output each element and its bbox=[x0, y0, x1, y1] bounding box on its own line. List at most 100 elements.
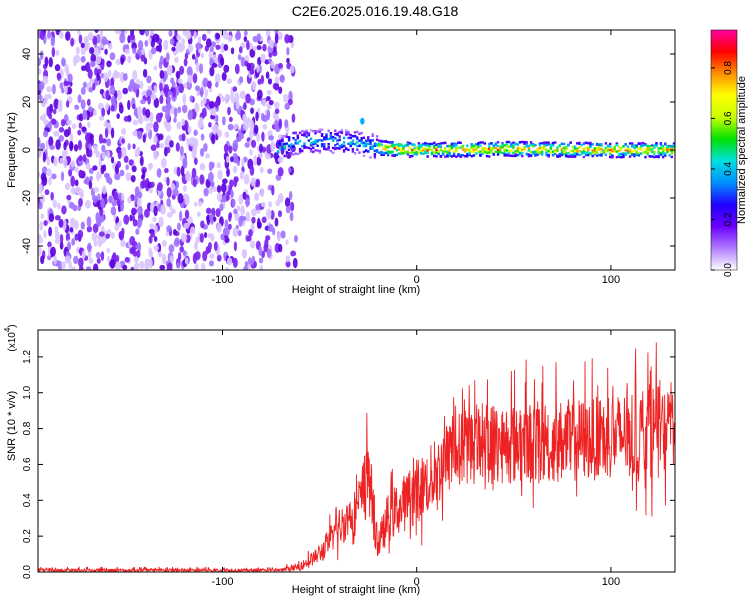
track-cell bbox=[463, 148, 467, 151]
noise-cell bbox=[215, 114, 219, 123]
noise-cell bbox=[151, 47, 157, 55]
noise-cell bbox=[272, 83, 279, 90]
track-cell bbox=[639, 147, 643, 151]
track-cell bbox=[283, 145, 286, 149]
noise-cell bbox=[74, 104, 80, 110]
track-cell bbox=[448, 149, 451, 153]
noise-cell bbox=[59, 234, 64, 244]
track-cell bbox=[312, 129, 315, 133]
noise-cell bbox=[216, 222, 223, 233]
noise-cell bbox=[134, 83, 141, 90]
noise-cell bbox=[219, 203, 224, 212]
noise-cell bbox=[268, 99, 274, 106]
track-cell bbox=[523, 142, 526, 145]
track-cell bbox=[336, 142, 339, 146]
track-cell bbox=[345, 147, 348, 150]
noise-cell bbox=[262, 43, 267, 52]
track-cell bbox=[569, 141, 572, 144]
track-cell bbox=[595, 146, 599, 150]
noise-cell bbox=[239, 90, 246, 100]
noise-cell bbox=[200, 52, 205, 59]
track-cell bbox=[428, 143, 432, 146]
track-cell bbox=[437, 144, 440, 147]
colorbar-tick-label: 0.2 bbox=[723, 212, 734, 226]
noise-cell bbox=[262, 123, 268, 130]
noise-cell bbox=[249, 98, 255, 106]
noise-cell bbox=[55, 139, 61, 150]
track-cell bbox=[496, 151, 500, 155]
track-cell bbox=[505, 149, 509, 152]
colorbar: 0.00.20.40.60.8 Normalized spectral ampl… bbox=[710, 29, 748, 277]
track-cell bbox=[514, 150, 517, 153]
track-cell bbox=[543, 147, 546, 150]
noise-cell bbox=[181, 104, 188, 114]
noise-cell bbox=[173, 117, 177, 123]
noise-cell bbox=[181, 133, 186, 142]
noise-cell bbox=[233, 241, 238, 252]
track-cell bbox=[448, 154, 451, 157]
noise-cell bbox=[140, 54, 146, 62]
noise-cell bbox=[246, 62, 251, 72]
track-cell bbox=[611, 154, 614, 157]
noise-cell bbox=[211, 161, 215, 169]
track-cell bbox=[617, 155, 621, 158]
noise-cell bbox=[207, 171, 214, 183]
noise-cell bbox=[153, 135, 158, 144]
track-cell bbox=[670, 148, 674, 151]
noise-cell bbox=[289, 65, 295, 74]
noise-cell bbox=[265, 71, 270, 80]
noise-cell bbox=[251, 216, 256, 224]
noise-cell bbox=[256, 132, 260, 142]
track-cell bbox=[492, 144, 495, 148]
track-cell bbox=[312, 143, 315, 146]
track-cell bbox=[514, 154, 517, 158]
track-cell bbox=[567, 155, 570, 158]
track-cell bbox=[525, 145, 528, 148]
track-cell bbox=[565, 153, 568, 156]
track-cell bbox=[580, 152, 583, 156]
noise-cell bbox=[110, 77, 115, 85]
noise-cell bbox=[157, 242, 162, 253]
noise-cell bbox=[236, 159, 240, 167]
track-cell bbox=[362, 141, 366, 145]
noise-cell bbox=[172, 188, 179, 197]
track-cell bbox=[560, 151, 564, 155]
track-cell bbox=[437, 142, 440, 146]
noise-cell bbox=[73, 144, 79, 152]
noise-cell bbox=[116, 113, 120, 120]
noise-cell bbox=[232, 165, 238, 174]
track-cell bbox=[514, 142, 517, 146]
track-cell bbox=[397, 144, 401, 147]
track-cell bbox=[672, 146, 675, 149]
track-cell bbox=[448, 144, 451, 148]
noise-cell bbox=[80, 42, 85, 49]
noise-cell bbox=[66, 86, 73, 95]
track-cell bbox=[551, 141, 555, 145]
svg-text:(x104): (x104) bbox=[3, 324, 18, 351]
track-cell bbox=[560, 149, 564, 152]
noise-cell bbox=[176, 262, 181, 269]
track-cell bbox=[666, 147, 669, 151]
noise-cell bbox=[47, 30, 51, 39]
track-cell bbox=[375, 138, 379, 141]
noise-cell bbox=[251, 139, 257, 148]
track-cell bbox=[382, 153, 385, 156]
noise-cell bbox=[134, 193, 138, 204]
noise-cell bbox=[238, 46, 243, 54]
noise-cell bbox=[61, 57, 66, 67]
track-cell bbox=[404, 143, 407, 147]
track-cell bbox=[479, 144, 482, 147]
noise-cell bbox=[66, 119, 72, 126]
noise-cell bbox=[213, 216, 217, 222]
noise-cell bbox=[170, 77, 175, 84]
track-cell bbox=[369, 139, 372, 142]
noise-cell bbox=[159, 143, 165, 149]
track-cell bbox=[382, 146, 385, 149]
track-cell bbox=[314, 132, 317, 135]
track-cell bbox=[573, 145, 577, 148]
noise-cell bbox=[158, 216, 164, 228]
noise-cell bbox=[123, 214, 130, 225]
track-cell bbox=[309, 129, 313, 132]
noise-cell bbox=[237, 129, 242, 137]
noise-cell bbox=[214, 100, 219, 109]
